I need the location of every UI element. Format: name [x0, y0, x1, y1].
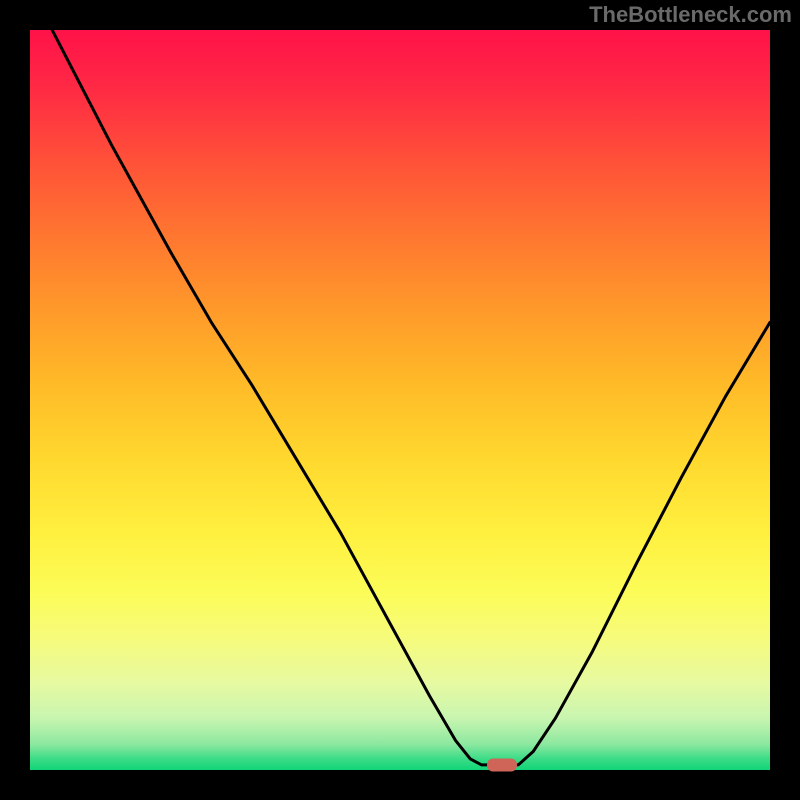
watermark-text: TheBottleneck.com [589, 2, 792, 28]
chart-plot-area [30, 30, 770, 770]
chart-minimum-marker [487, 758, 517, 771]
chart-curve [30, 30, 770, 770]
